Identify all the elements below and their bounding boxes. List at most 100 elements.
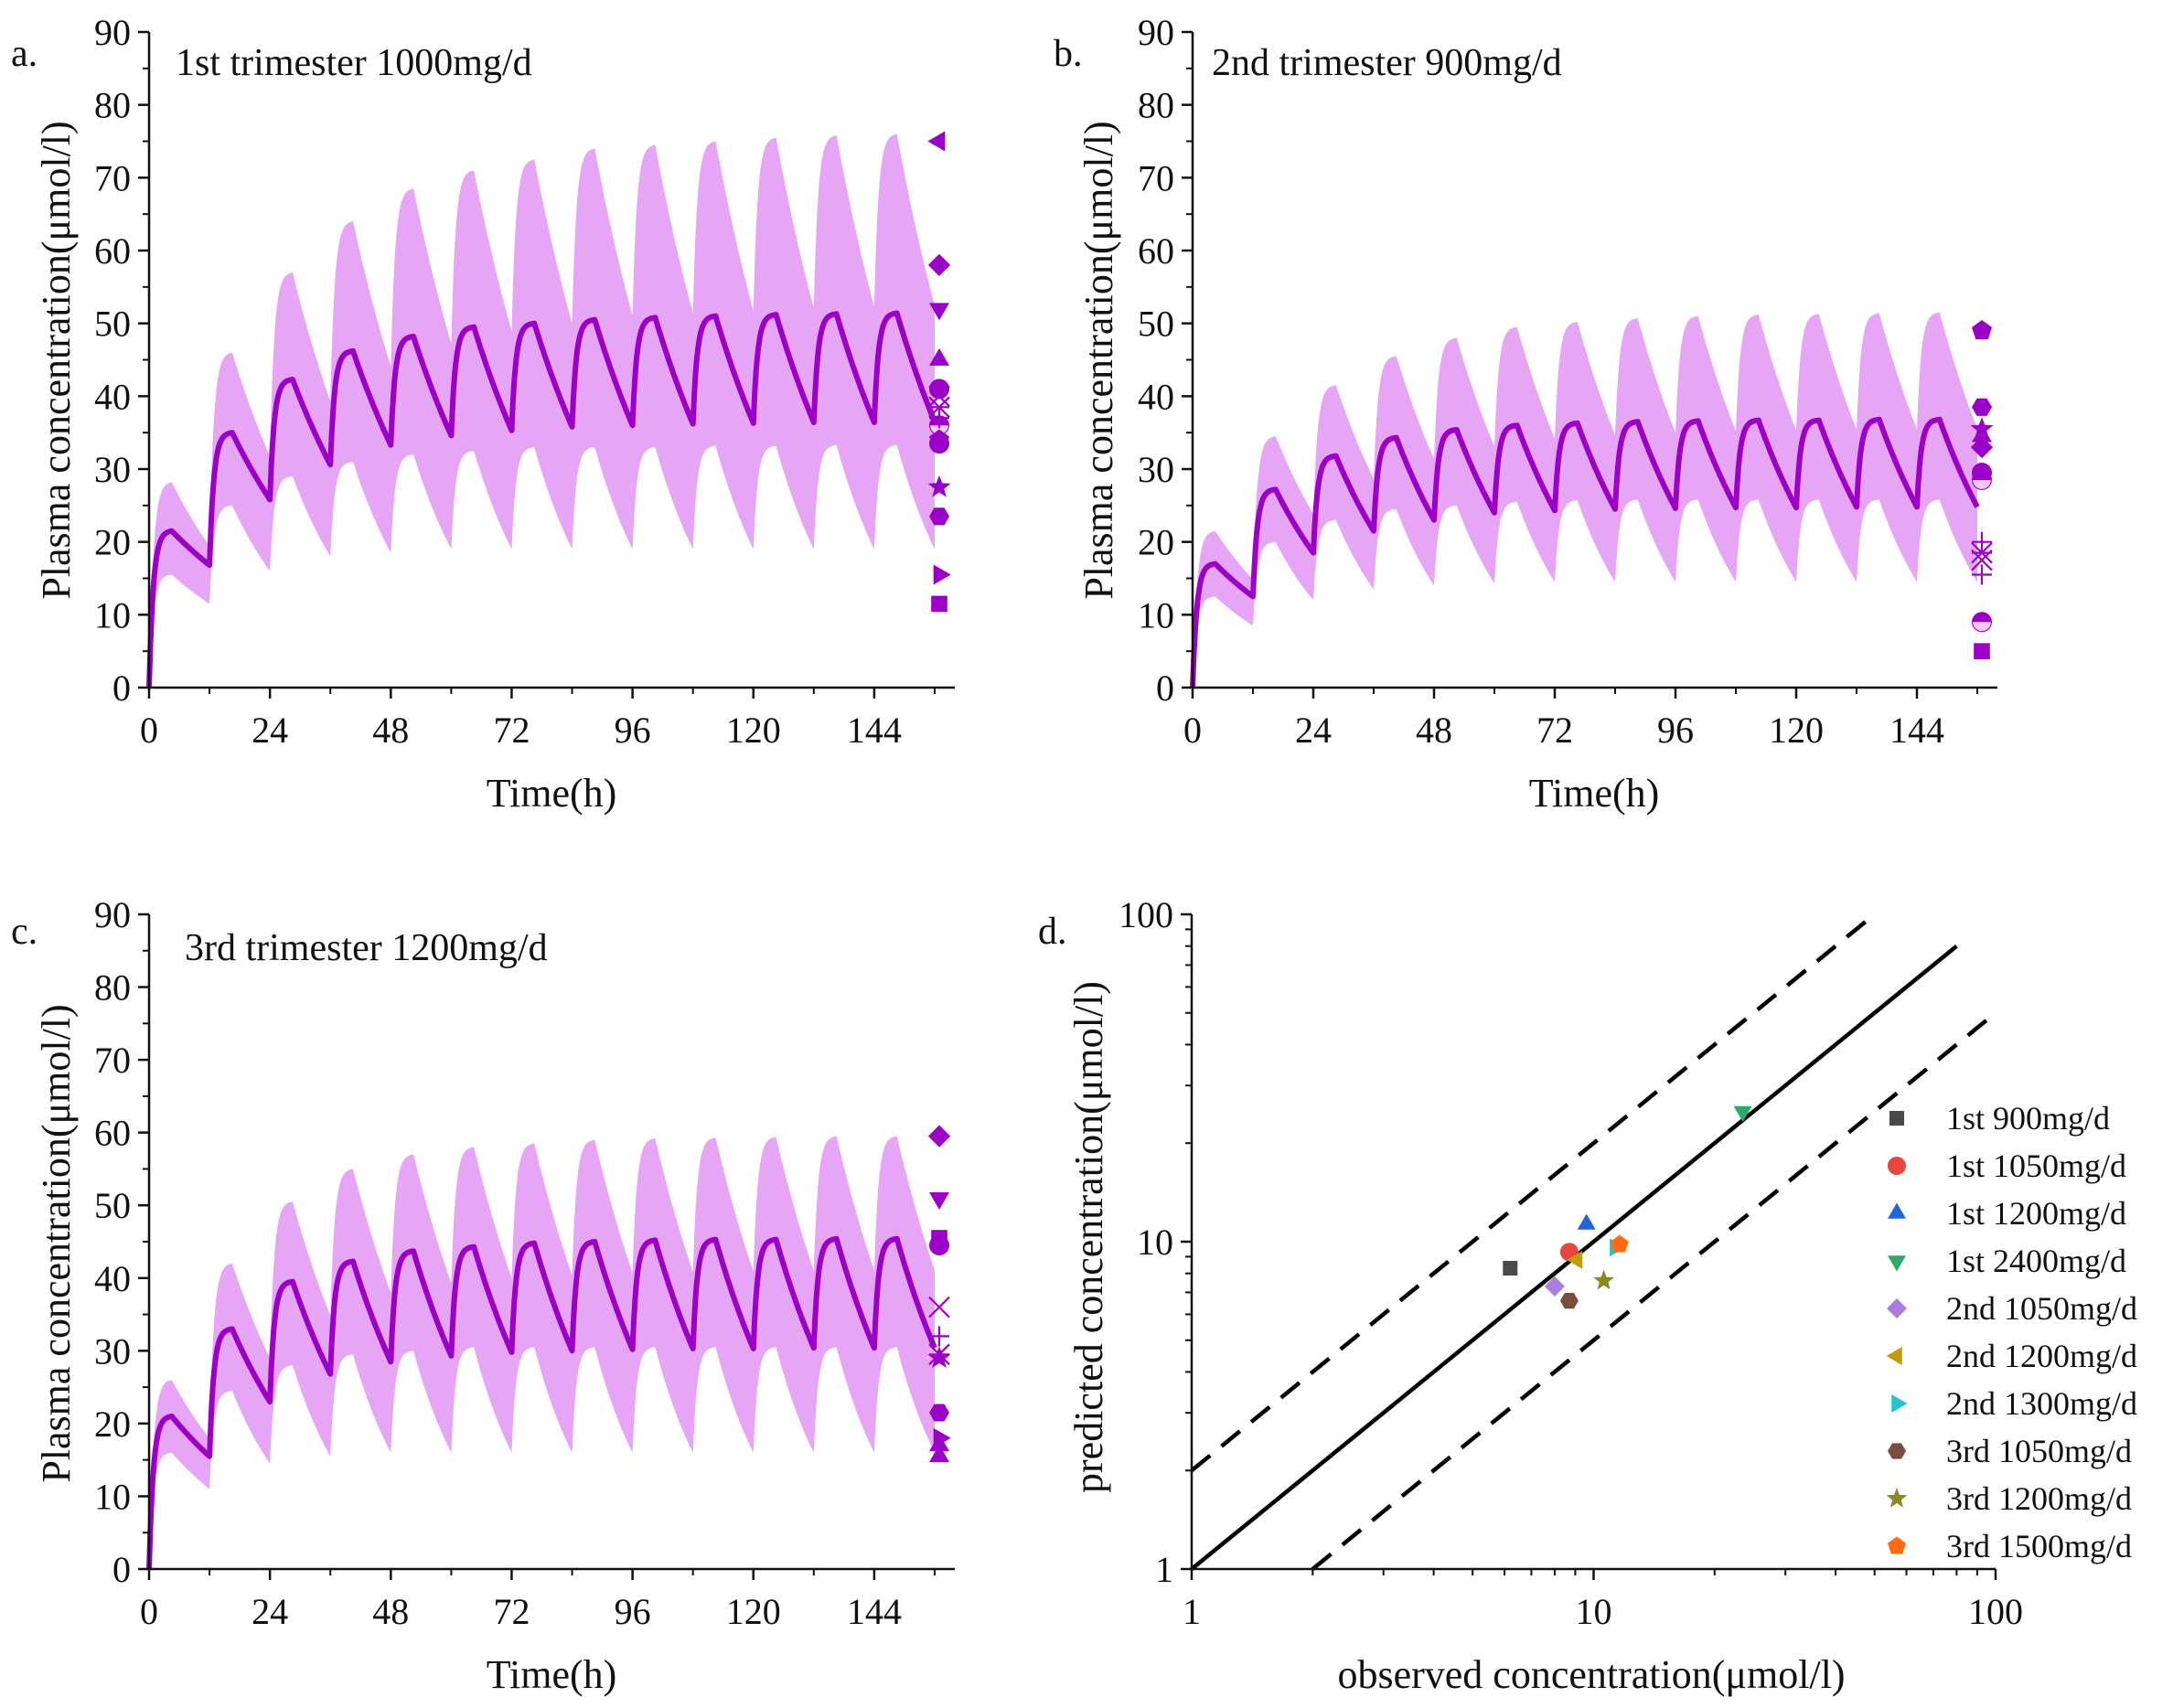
panel-d-legend-label: 1st 2400mg/d [1946,1243,2126,1279]
panel-b-title: 2nd trimester 900mg/d [1212,42,1562,84]
panel-a-y-tick-label: 90 [94,12,131,53]
panel-b-x-tick-label: 144 [1889,710,1944,751]
panel-b-chart: 0 24 48 72 96 120 144 0 10 20 30 40 50 60 70 80 90 b. 2n… [1054,12,1997,816]
panel-c-y-tick-label: 80 [94,967,131,1009]
panel-a-xlabel: Time(h) [487,771,617,816]
panel-c-letter: c. [11,911,37,953]
panel-c-observed-point [929,1445,949,1463]
panel-b-x-tick-label: 0 [1183,710,1202,751]
panel-b-x-tick-label: 72 [1536,710,1573,751]
panel-b-observed-point [1972,612,1992,633]
panel-c-y-tick-label: 50 [94,1185,131,1226]
panel-a-observed-point [929,507,949,526]
panel-d-legend-marker [1888,1255,1906,1272]
panel-d-data-point [1577,1213,1596,1230]
panel-d-reference-line-2 [1190,913,1877,1472]
panel-b-observed-point [1972,531,1992,552]
panel-c-percentile-band [149,1136,935,1569]
panel-a-observed-point [927,131,946,152]
panel-d-legend-label: 1st 900mg/d [1946,1100,2110,1137]
panel-d-legend-label: 2nd 1300mg/d [1946,1385,2137,1422]
panel-d-data-point [1733,1105,1752,1122]
panel-d-letter: d. [1038,911,1067,953]
panel-c-y-tick-label: 30 [94,1330,131,1372]
panel-b-y-tick-label: 20 [1138,522,1174,563]
panel-d-reference-line-3 [1311,1011,1997,1571]
panel-a-observed-point [929,379,949,400]
panel-b-observed-point [1972,564,1992,585]
panel-d-legend-marker [1889,1111,1904,1126]
panel-b-x-tick-label: 96 [1657,710,1694,751]
panel-a-observed-point [929,408,949,429]
panel-a-observed-point [928,385,950,408]
panel-c-observed-point [929,1326,949,1347]
panel-d-legend-label: 1st 1050mg/d [1946,1148,2126,1184]
panel-a-y-tick-label: 30 [94,449,131,490]
panel-a-x-tick-label: 144 [847,710,902,751]
panel-b-y-tick-label: 30 [1138,449,1174,490]
panel-a-y-tick-label: 0 [112,667,131,709]
panel-c-x-tick-label: 144 [847,1591,902,1632]
panel-c-mean-line [146,1235,937,1570]
panel-d-data-point [1567,1250,1583,1269]
panel-b-y-tick-label: 80 [1138,85,1174,126]
panel-b-observed-point [1970,436,1994,459]
panel-a-y-tick-label: 50 [94,304,131,345]
panel-c-x-tick-label: 48 [372,1591,409,1632]
panel-b-ylabel: Plasma concentration(μmol/l) [1076,121,1121,599]
panel-a-y-tick-label: 40 [94,376,131,417]
panel-a-y-tick-label: 10 [94,594,131,635]
panel-a-percentile-band [149,133,935,688]
panel-c-x-tick-label: 96 [615,1591,651,1632]
panel-b-percentile-band [1193,312,1977,688]
panel-c-chart: 0 24 48 72 96 120 144 0 10 20 30 40 50 60 70 80 90 c. 3r… [11,894,955,1697]
panel-c-xlabel: Time(h) [487,1652,617,1697]
panel-a-letter: a. [11,33,37,75]
panel-d-y-tick-label: 10 [1137,1222,1173,1263]
panel-d-legend-marker [1886,1488,1908,1508]
panel-c-observed-point [927,1125,951,1148]
panel-b-mean-line [1190,416,1980,689]
panel-c-observed-point [928,1296,950,1318]
panel-c-y-tick-label: 90 [94,894,131,935]
panel-b-observed-point [1972,424,1992,443]
panel-b-observed-point [1972,398,1992,416]
panel-a-observed-point [929,303,949,321]
panel-a-x-tick-label: 72 [493,710,530,751]
panel-b-y-tick-label: 40 [1138,376,1174,417]
panel-c-y-tick-label: 40 [94,1258,131,1299]
panel-c-title: 3rd trimester 1200mg/d [185,927,548,969]
panel-a-observed-point [928,396,950,419]
panel-d-legend-marker [1886,1347,1902,1365]
panel-b-y-tick-label: 10 [1138,594,1174,635]
panel-c-y-tick-label: 10 [94,1476,131,1517]
panel-d-data-point [1610,1234,1629,1253]
panel-b-y-tick-label: 70 [1138,157,1174,198]
panel-d-legend-marker [1888,1202,1906,1219]
panel-a-x-tick-label: 24 [252,710,288,751]
panel-d-legend-marker [1888,1536,1906,1554]
panel-d-legend-label: 1st 1200mg/d [1946,1195,2126,1232]
panel-d-legend-label: 2nd 1200mg/d [1946,1338,2137,1374]
panel-c-observed-point [929,1235,949,1255]
panel-b-observed-point [1971,549,1993,571]
panel-d-xlabel: observed concentration(μmol/l) [1337,1652,1845,1697]
panel-b-x-tick-label: 48 [1416,710,1452,751]
panel-a-y-tick-label: 70 [94,157,131,198]
panel-c-observed-point [929,1191,949,1210]
panel-a-observed-point [927,475,951,497]
panel-a-y-tick-label: 20 [94,522,131,563]
panel-b-y-tick-label: 0 [1156,667,1174,709]
panel-a-mean-line [146,310,937,689]
panel-b-x-tick-label: 24 [1295,710,1332,751]
panel-c-observed-point [929,1404,949,1422]
panel-a-x-tick-label: 48 [372,710,409,751]
panel-c-x-tick-label: 0 [140,1591,158,1632]
panel-a-observed-point [929,433,949,454]
panel-d-ylabel: predicted concentration(μmol/l) [1066,981,1111,1493]
panel-c-x-tick-label: 120 [726,1591,781,1632]
panel-b-observed-point [1972,470,1992,490]
panel-d-x-tick-label: 10 [1576,1591,1612,1632]
panel-d-legend-marker [1888,1443,1906,1459]
